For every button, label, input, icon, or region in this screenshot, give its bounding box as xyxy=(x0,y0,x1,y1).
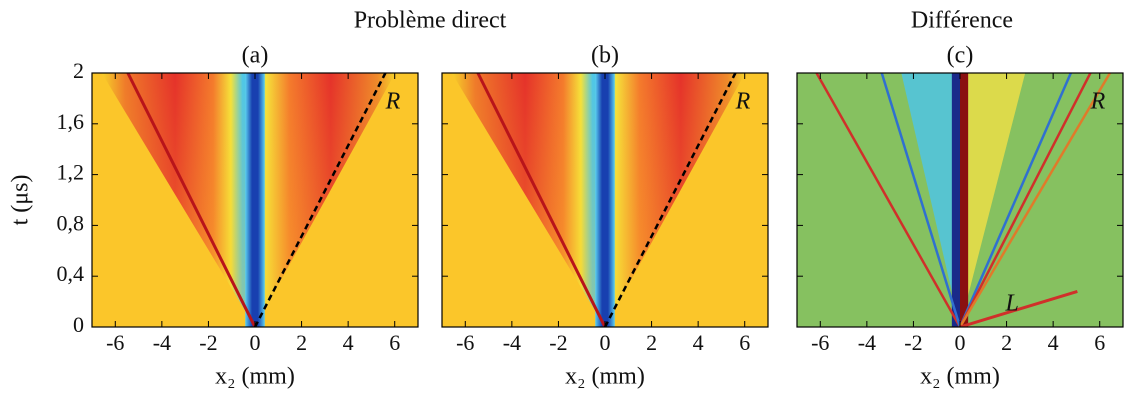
field-negative xyxy=(901,73,960,327)
x-tick-label: -6 xyxy=(456,330,474,355)
wavefront-fit xyxy=(253,73,387,327)
x-tick-label: 4 xyxy=(693,330,704,355)
y-tick-label: 1,6 xyxy=(57,109,85,134)
x-tick-label: 0 xyxy=(600,330,611,355)
wavefront xyxy=(958,73,1072,327)
y-axis-label: t (μs) xyxy=(8,175,34,226)
x-tick-label: -2 xyxy=(904,330,922,355)
annotation: L xyxy=(1004,291,1018,317)
wavefront xyxy=(880,73,962,327)
x-tick-label: 2 xyxy=(296,330,307,355)
heatmap xyxy=(442,73,768,327)
wavefront xyxy=(959,290,1078,327)
x-tick-label: 4 xyxy=(343,330,354,355)
x-axis-label: x₂ (mm) xyxy=(920,364,1000,390)
x-tick-label: -4 xyxy=(153,330,171,355)
x-tick-label: 2 xyxy=(646,330,657,355)
field-positive xyxy=(960,73,1026,327)
wavefront xyxy=(815,73,962,327)
x-tick-label: -6 xyxy=(106,330,124,355)
panel-title: (b) xyxy=(591,43,619,69)
x-tick-label: 6 xyxy=(389,330,400,355)
panel-title: (c) xyxy=(947,43,974,69)
field-core xyxy=(245,73,265,327)
y-tick-label: 0,8 xyxy=(57,210,85,235)
x-axis-label: x₂ (mm) xyxy=(565,364,645,390)
group-title: Problème direct xyxy=(354,8,507,34)
panel-title: (a) xyxy=(242,43,269,69)
wavefront-fit xyxy=(603,73,737,327)
x-axis-label: x₂ (mm) xyxy=(215,364,295,390)
y-tick-label: 2 xyxy=(73,58,84,83)
x-tick-label: 2 xyxy=(1001,330,1012,355)
field-core-pos xyxy=(960,73,969,327)
x-tick-label: -4 xyxy=(503,330,521,355)
x-tick-label: -4 xyxy=(858,330,876,355)
x-tick-label: -2 xyxy=(199,330,217,355)
wavefront xyxy=(958,73,1092,327)
annotation: R xyxy=(1090,89,1106,115)
y-tick-label: 1,2 xyxy=(57,160,85,185)
x-tick-label: -6 xyxy=(811,330,829,355)
x-tick-label: 6 xyxy=(739,330,750,355)
wavefront xyxy=(958,73,1112,327)
annotation: R xyxy=(385,89,401,115)
x-tick-label: 0 xyxy=(250,330,261,355)
heatmap xyxy=(92,73,418,327)
y-tick-label: 0,4 xyxy=(57,261,85,286)
x-tick-label: 6 xyxy=(1094,330,1105,355)
wavefront xyxy=(476,73,607,327)
x-tick-label: 4 xyxy=(1048,330,1059,355)
y-tick-label: 0 xyxy=(73,312,84,337)
x-tick-label: -2 xyxy=(549,330,567,355)
x-tick-label: 0 xyxy=(955,330,966,355)
field-core xyxy=(595,73,615,327)
group-title: Différence xyxy=(911,8,1013,34)
heatmap xyxy=(797,73,1123,327)
annotation: R xyxy=(735,89,751,115)
field-core-neg xyxy=(951,73,960,327)
wavefront xyxy=(126,73,257,327)
